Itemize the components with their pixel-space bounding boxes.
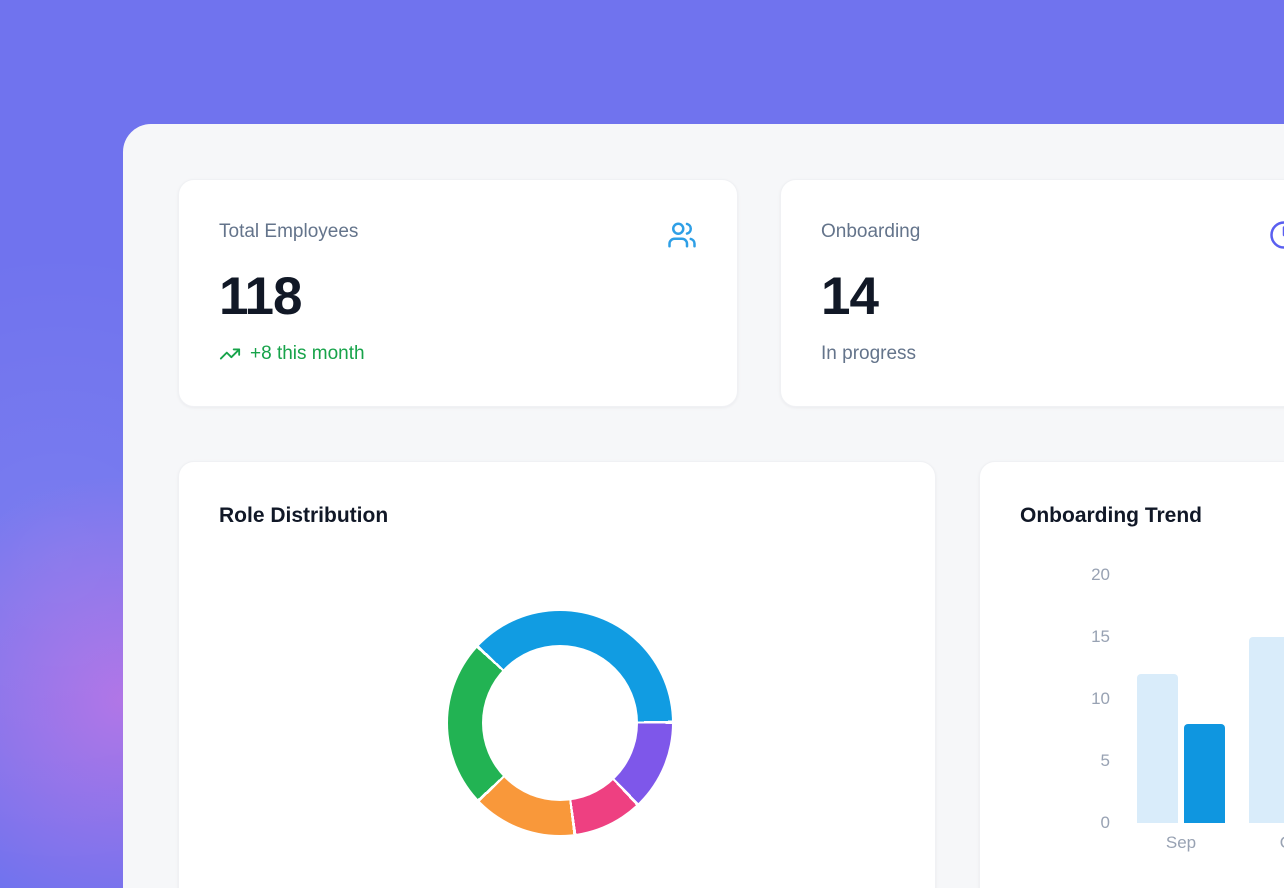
charts-row: Role Distribution Onboarding Trend 0 5 10 1… [178, 461, 1284, 888]
users-icon [667, 220, 697, 250]
chart-title-onboarding-trend: Onboarding Trend [1020, 504, 1202, 527]
chart-title-role-distribution: Role Distribution [219, 504, 389, 527]
stat-label: Onboarding [821, 221, 921, 242]
stat-sub-text: In progress [821, 343, 917, 364]
stat-trend: +8 this month [219, 342, 697, 366]
y-tick-label: 15 [1091, 627, 1110, 646]
role-distribution-donut [448, 611, 672, 835]
bar-light-blue-series-oct [1249, 637, 1284, 823]
stat-card-onboarding: Onboarding 14 In progress [780, 179, 1284, 407]
onboarding-trend-card: Onboarding Trend 0 5 10 15 20 Sep Oct [979, 461, 1284, 888]
role-distribution-card: Role Distribution [178, 461, 936, 888]
stat-value: 118 [219, 266, 303, 326]
stat-card-header: Total Employees [219, 220, 697, 250]
x-tick-label: Sep [1165, 833, 1197, 852]
onboarding-trend-bar-plot: 0 5 10 15 20 Sep Oct [1020, 548, 1284, 878]
stat-card-total-employees: Total Employees 118 [178, 179, 738, 407]
stat-value: 14 [821, 266, 879, 326]
stat-sub-text: +8 this month [250, 343, 365, 364]
trending-up-icon [219, 343, 241, 365]
bar-light-blue-series-sep [1137, 674, 1178, 823]
clock-icon [1269, 220, 1284, 250]
y-tick-label: 10 [1091, 689, 1110, 708]
y-tick-label: 20 [1091, 565, 1110, 584]
y-tick-label: 0 [1100, 813, 1110, 832]
dashboard-panel: Total Employees 118 [123, 124, 1284, 888]
bar-dark-blue-series-sep [1184, 723, 1225, 823]
x-tick-label: Oct [1253, 833, 1284, 853]
donut-hole [482, 645, 638, 801]
y-tick-label: 5 [1100, 751, 1110, 770]
stat-card-header: Onboarding [821, 220, 1284, 250]
stat-label: Total Employees [219, 221, 359, 242]
stats-row: Total Employees 118 [178, 179, 1284, 407]
stat-sub: In progress [821, 342, 1284, 366]
